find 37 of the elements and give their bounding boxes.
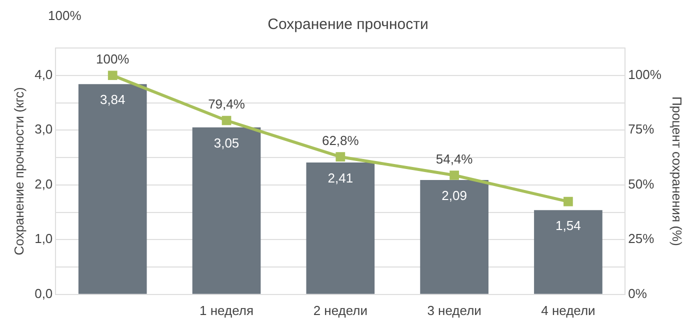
data-label: 100% <box>96 51 130 66</box>
y2-axis-title: Процент сохранения (%) <box>670 96 685 246</box>
bar <box>192 127 261 294</box>
point <box>450 170 459 180</box>
y-tick-label: 2,0 <box>34 176 53 192</box>
bar <box>420 180 488 294</box>
y2-tick-label: 0% <box>628 286 648 301</box>
bar <box>78 84 147 294</box>
data-label: 79,4% <box>208 96 246 112</box>
data-label: 62,8% <box>322 132 360 148</box>
bar <box>306 162 375 294</box>
data-label: 2,09 <box>442 188 467 204</box>
y2-tick-label: 75% <box>628 122 655 137</box>
bar <box>534 210 602 294</box>
y-tick-label: 4,0 <box>34 66 53 82</box>
y2-tick-label: 25% <box>628 231 655 246</box>
text: 100% <box>48 8 82 24</box>
x-tick-label: 4 недели <box>541 302 596 318</box>
point <box>108 70 118 80</box>
y-tick-label: 3,0 <box>34 122 53 137</box>
x-tick-label: 1 неделя <box>200 302 254 318</box>
y-tick-label: 0,0 <box>34 286 53 301</box>
y2-tick-label: 100% <box>628 66 662 82</box>
y-tick-label: 1,0 <box>34 231 53 246</box>
data-label: 3,05 <box>214 135 240 150</box>
point <box>336 152 346 162</box>
x-tick-label: 2 недели <box>313 302 368 318</box>
data-label: 2,41 <box>328 170 354 186</box>
chart-title: Сохранение прочности <box>268 16 428 34</box>
x-tick-label: 3 недели <box>427 302 482 318</box>
point <box>564 196 573 206</box>
data-label: 54,4% <box>436 151 474 166</box>
data-label: 3,84 <box>100 92 126 108</box>
data-label: 1,54 <box>556 218 581 234</box>
y-axis-title: Сохранение прочности (кгс) <box>11 87 26 256</box>
y2-tick-label: 50% <box>628 176 655 192</box>
point <box>222 116 232 126</box>
